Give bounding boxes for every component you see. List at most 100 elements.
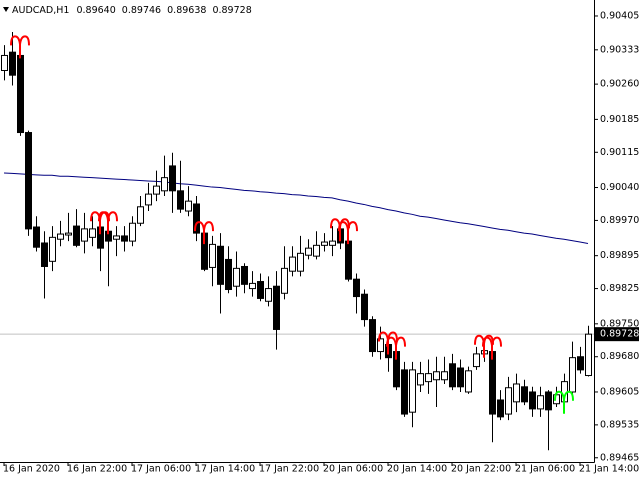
candle-body-up: [441, 371, 448, 381]
candle-body-down: [257, 281, 264, 299]
candle-body-up: [537, 395, 544, 410]
candle-body-down: [353, 278, 360, 298]
y-tick-label: 0.90333: [600, 44, 639, 55]
candle-body-up: [473, 353, 480, 368]
current-price-box: [595, 327, 639, 342]
x-tick-label: 20 Jan 22:00: [451, 464, 511, 475]
candle-body-up: [209, 243, 216, 268]
candle-body-up: [321, 241, 328, 246]
x-tick-label: 17 Jan 14:00: [195, 464, 255, 475]
candle-body-down: [401, 369, 408, 415]
x-tick-label: 21 Jan 14:00: [579, 464, 639, 475]
candle-body-down: [193, 203, 200, 234]
candle-body-up: [65, 232, 72, 236]
candle-body-up: [305, 247, 312, 256]
candle-body-down: [9, 51, 16, 76]
candle-body-down: [545, 391, 552, 411]
candle-body-down: [73, 225, 80, 246]
candle-body-up: [137, 206, 144, 224]
y-tick-label: 0.90040: [600, 182, 639, 193]
fractal-marker: [194, 221, 214, 245]
candle-body-up: [289, 256, 296, 272]
candle-body-down: [497, 399, 504, 418]
fractal-marker: [98, 211, 118, 235]
candle-body-up: [129, 222, 136, 242]
candle-body-up: [1, 54, 8, 71]
y-tick-label: 0.90260: [600, 79, 639, 90]
candle-body-up: [81, 228, 88, 242]
candle-body-up: [153, 185, 160, 195]
candle-body-up: [505, 387, 512, 415]
y-tick-label: 0.89750: [600, 318, 639, 329]
y-tick-label: 0.89970: [600, 215, 639, 226]
candle-body-up: [113, 235, 120, 240]
y-tick-label: 0.90185: [600, 114, 639, 125]
candle-body-down: [361, 293, 368, 321]
candle-body-up: [49, 236, 56, 262]
candle-body-down: [489, 351, 496, 415]
y-tick-label: 0.89535: [600, 419, 639, 430]
ohlc-close: 0.89728: [212, 5, 251, 16]
candle-body-down: [17, 54, 24, 134]
candle-body-up: [513, 383, 520, 403]
candle-body-down: [177, 190, 184, 210]
candle-body-up: [249, 282, 256, 290]
fractal-marker: [386, 336, 406, 360]
y-tick-label: 0.89895: [600, 250, 639, 261]
candle-body-up: [433, 371, 440, 381]
candle-body-down: [449, 363, 456, 388]
fractal-marker: [482, 336, 502, 360]
candle-body-down: [577, 356, 584, 371]
candle-body-down: [273, 285, 280, 330]
menu-arrow: [3, 7, 9, 12]
moving-average: [3, 172, 589, 244]
fractal-marker: [10, 35, 30, 59]
candle-body-down: [33, 226, 40, 248]
candle-body-up: [233, 267, 240, 287]
fractal-marker: [338, 221, 358, 245]
candle-body-down: [345, 240, 352, 280]
x-tick-label: 16 Jan 22:00: [67, 464, 127, 475]
chart-header: AUDCAD,H1 0.89640 0.89746 0.89638 0.8972…: [12, 5, 252, 16]
candle-body-up: [265, 288, 272, 302]
x-tick-label: 17 Jan 22:00: [259, 464, 319, 475]
ohlc-open: 0.89640: [76, 5, 115, 16]
candle-body-up: [425, 373, 432, 383]
candle-body-down: [41, 242, 48, 267]
y-tick-label: 0.90405: [600, 10, 639, 21]
y-tick-label: 0.89680: [600, 351, 639, 362]
y-tick-label: 0.89605: [600, 386, 639, 397]
candle-body-up: [329, 240, 336, 246]
y-tick-label: 0.89825: [600, 283, 639, 294]
candle-body-down: [241, 265, 248, 285]
candle-body-down: [457, 367, 464, 388]
ohlc-low: 0.89638: [167, 5, 206, 16]
candle-body-down: [121, 235, 128, 242]
candle-body-up: [161, 177, 168, 192]
candle-body-down: [169, 165, 176, 192]
y-tick-label: 0.89465: [600, 452, 639, 463]
candle-body-up: [569, 357, 576, 393]
current-price-label: 0.89728: [600, 329, 639, 340]
candle-body-down: [529, 391, 536, 410]
fractal-marker: [554, 390, 574, 414]
x-tick-label: 20 Jan 06:00: [323, 464, 383, 475]
candle-body-up: [409, 369, 416, 413]
candle-body-up: [377, 338, 384, 353]
ohlc-high: 0.89746: [122, 5, 161, 16]
symbol: AUDCAD,H1: [12, 5, 69, 16]
candle-body-up: [465, 370, 472, 393]
candle-body-up: [585, 333, 592, 377]
candle-body-up: [281, 267, 288, 294]
candle-body-down: [25, 132, 32, 230]
x-tick-label: 16 Jan 2020: [3, 464, 60, 475]
candle-body-up: [57, 233, 64, 240]
candle-body-down: [217, 245, 224, 285]
candle-body-up: [89, 228, 96, 238]
y-tick-label: 0.90115: [600, 147, 639, 158]
candle-body-down: [369, 319, 376, 353]
x-tick-label: 21 Jan 06:00: [515, 464, 575, 475]
candle-body-up: [185, 200, 192, 212]
candle-body-down: [225, 258, 232, 291]
